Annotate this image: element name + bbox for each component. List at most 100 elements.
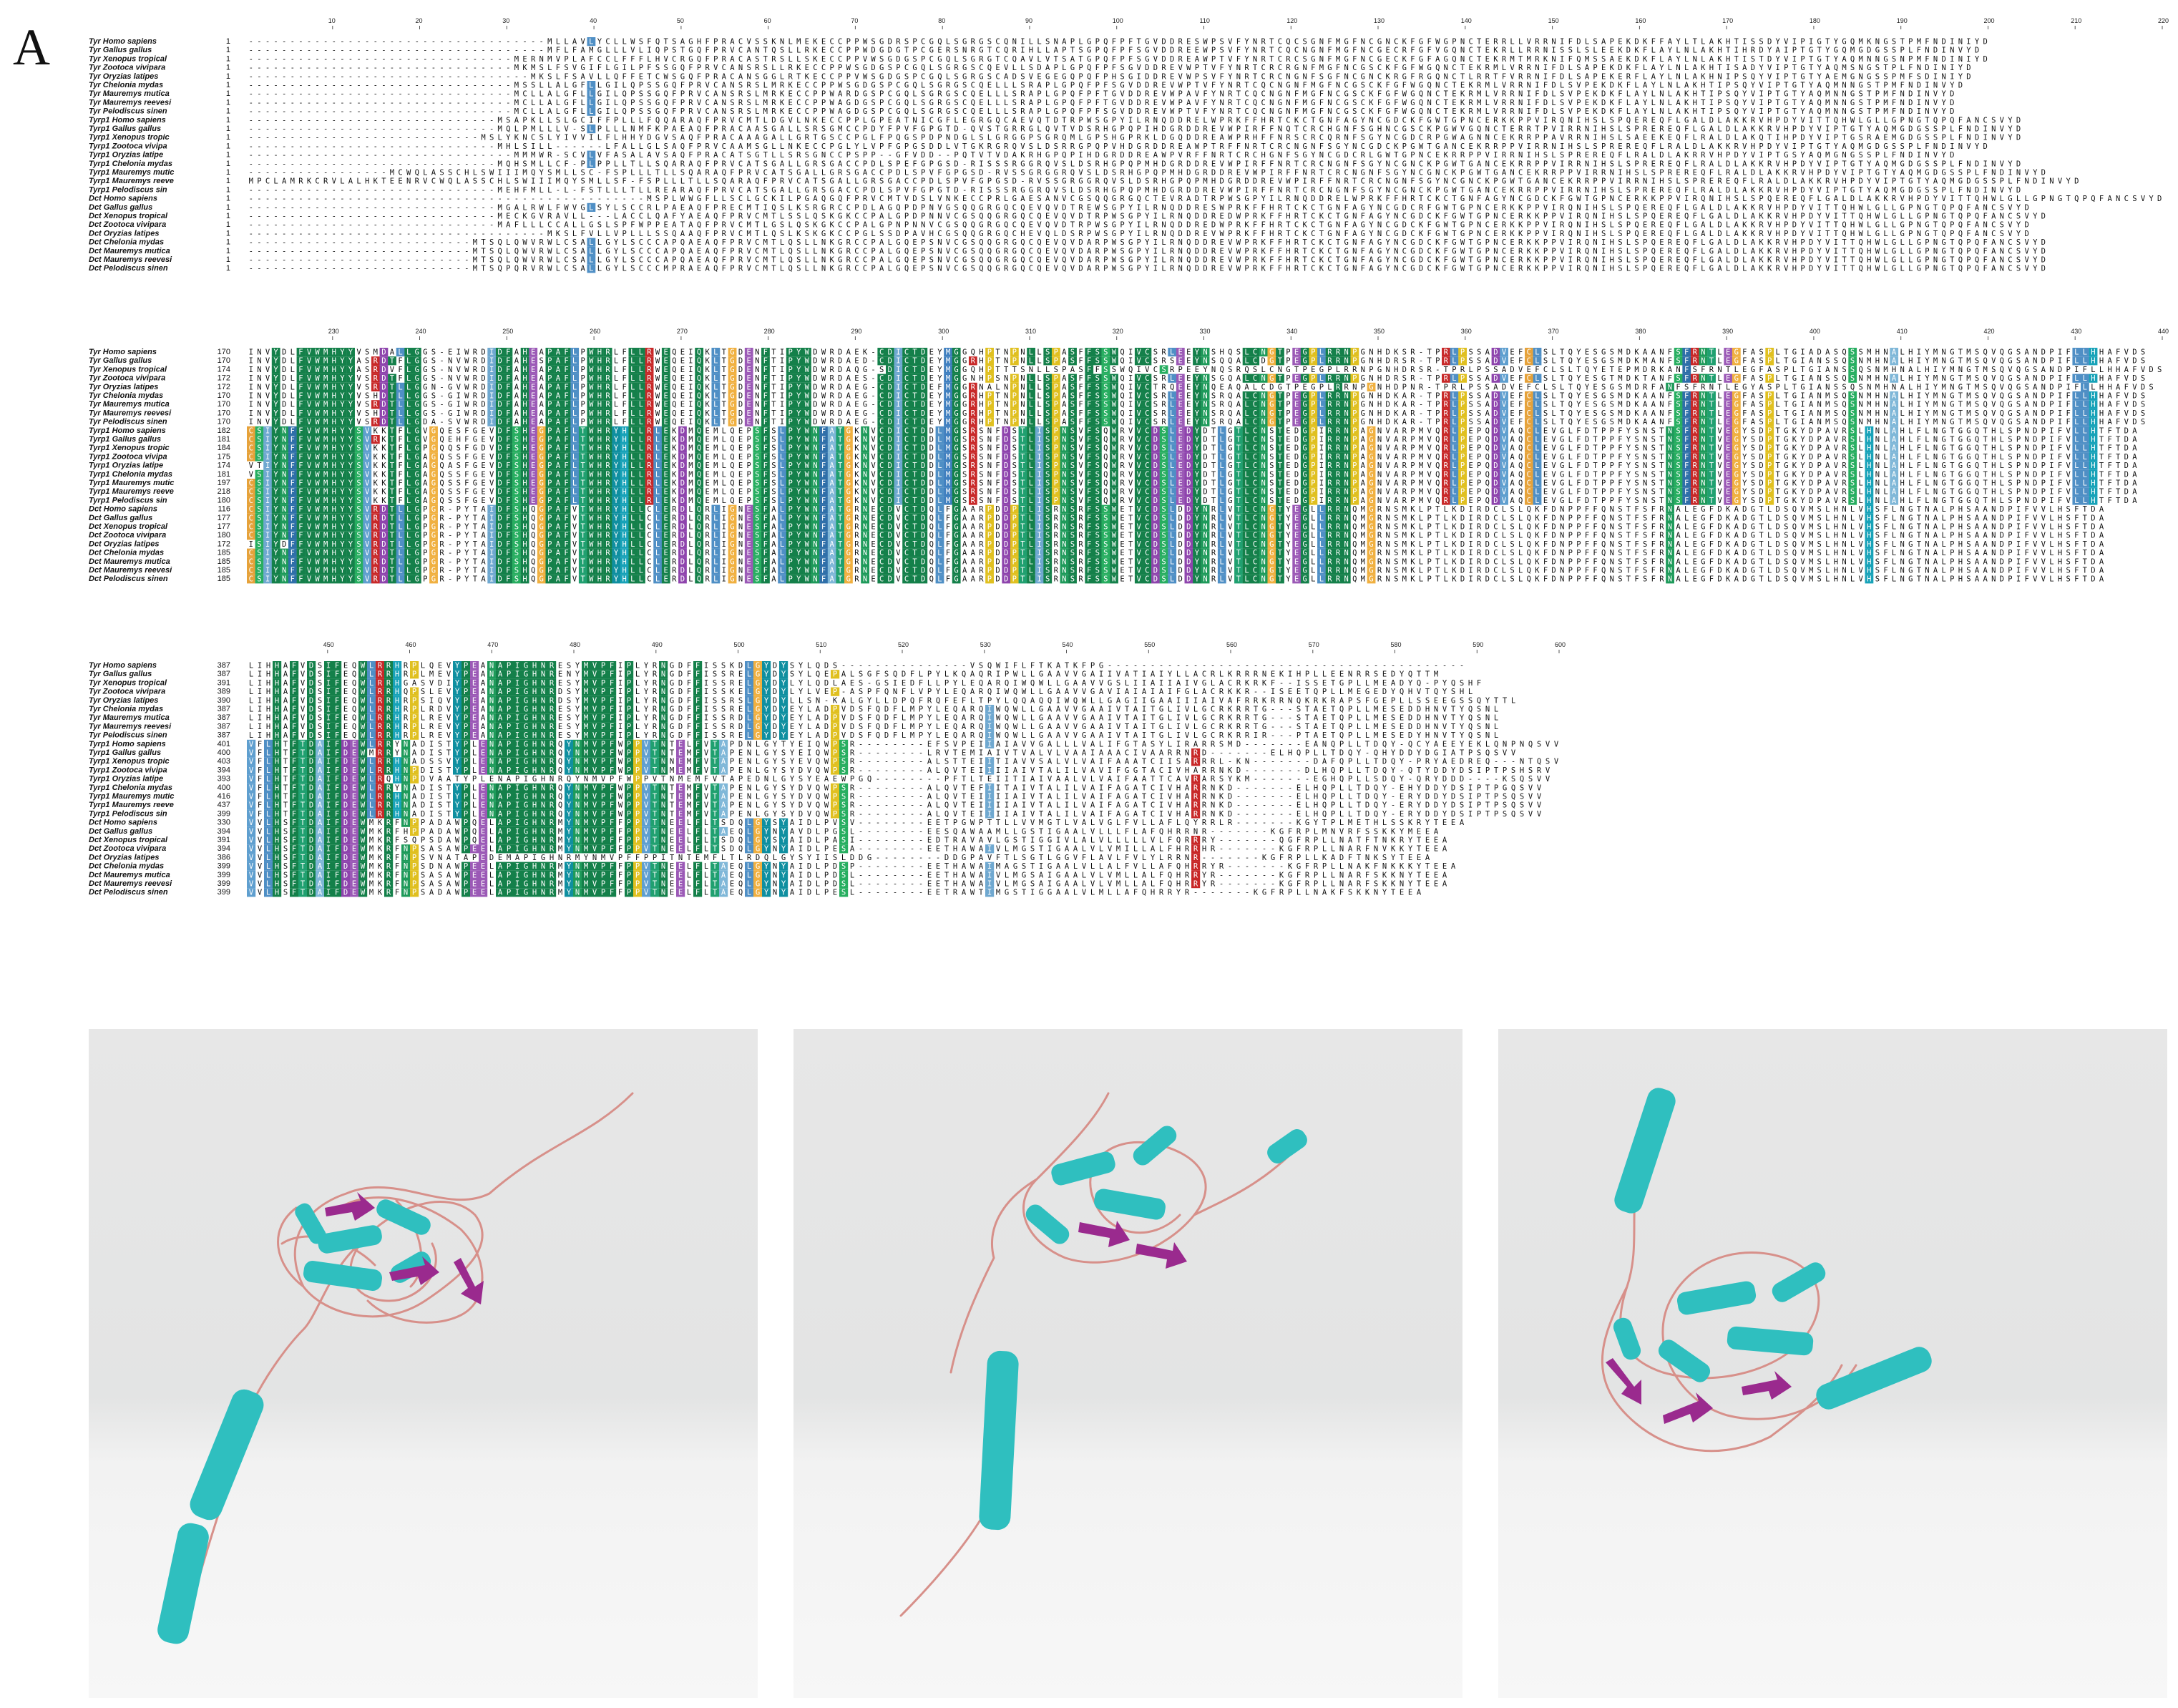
residue: R bbox=[1825, 177, 1830, 186]
residue: - bbox=[257, 230, 261, 238]
residue: K bbox=[1385, 64, 1390, 72]
residue: F bbox=[971, 177, 975, 186]
residue: P bbox=[713, 116, 718, 125]
residue: R bbox=[680, 186, 685, 195]
residue: L bbox=[780, 151, 784, 160]
residue: Q bbox=[1883, 160, 1888, 168]
residue: C bbox=[796, 107, 801, 116]
residue: G bbox=[829, 186, 834, 195]
residue: E bbox=[1186, 47, 1191, 55]
residue: L bbox=[788, 160, 792, 168]
residue: F bbox=[1278, 213, 1282, 221]
residue: R bbox=[1253, 142, 1258, 151]
residue: L bbox=[2000, 195, 2004, 203]
residue: - bbox=[307, 64, 311, 72]
residue: R bbox=[1734, 142, 1739, 151]
residue: M bbox=[1303, 99, 1307, 107]
residue: - bbox=[373, 90, 378, 99]
residue: R bbox=[738, 90, 743, 99]
residue: M bbox=[547, 230, 552, 238]
residue: S bbox=[1925, 160, 1929, 168]
residue: - bbox=[473, 72, 477, 81]
residue: I bbox=[1560, 125, 1564, 134]
residue: - bbox=[257, 238, 261, 247]
residue: Y bbox=[1377, 160, 1382, 168]
residue: F bbox=[1095, 107, 1100, 116]
residue: R bbox=[1062, 142, 1067, 151]
residue: G bbox=[506, 203, 510, 212]
residue: G bbox=[1867, 116, 1871, 125]
residue: - bbox=[448, 90, 452, 99]
residue: G bbox=[1817, 38, 1822, 47]
residue: - bbox=[365, 230, 369, 238]
residue: L bbox=[1626, 107, 1631, 116]
residue: H bbox=[1585, 116, 1589, 125]
residue: - bbox=[249, 90, 253, 99]
residue: S bbox=[1568, 47, 1573, 55]
residue: H bbox=[1020, 230, 1025, 238]
residue: A bbox=[1709, 55, 1714, 64]
residue: P bbox=[921, 134, 925, 142]
residue: N bbox=[929, 213, 934, 221]
residue: - bbox=[489, 230, 494, 238]
residue: S bbox=[664, 151, 668, 160]
residue: G bbox=[1112, 125, 1116, 134]
residue: H bbox=[1593, 230, 1597, 238]
residue: S bbox=[871, 90, 875, 99]
ruler-label: 70 bbox=[851, 17, 858, 24]
residue: V bbox=[2058, 177, 2063, 186]
residue: L bbox=[1734, 186, 1739, 195]
residue: G bbox=[755, 151, 759, 160]
residue: V bbox=[2024, 169, 2029, 177]
residue: P bbox=[1834, 186, 1838, 195]
residue: P bbox=[1095, 47, 1100, 55]
residue: G bbox=[1468, 125, 1473, 134]
residue: F bbox=[1892, 151, 1896, 160]
residue: - bbox=[415, 64, 419, 72]
species-name: Tyr Xenopus tropical bbox=[89, 54, 167, 63]
residue: K bbox=[813, 55, 818, 64]
residue: Q bbox=[697, 203, 701, 212]
residue: Q bbox=[688, 169, 693, 177]
residue: Q bbox=[1020, 221, 1025, 230]
residue: P bbox=[904, 221, 909, 230]
residue: K bbox=[1468, 82, 1473, 90]
residue: Q bbox=[1427, 82, 1431, 90]
residue: G bbox=[1917, 116, 1921, 125]
residue: L bbox=[1643, 72, 1647, 81]
residue: R bbox=[1693, 151, 1698, 160]
residue: F bbox=[1385, 82, 1390, 90]
residue: M bbox=[888, 195, 892, 203]
residue: N bbox=[912, 116, 917, 125]
residue: - bbox=[273, 213, 278, 221]
residue: L bbox=[995, 99, 1000, 107]
residue: M bbox=[1917, 169, 1921, 177]
residue: L bbox=[564, 186, 568, 195]
residue: M bbox=[1145, 186, 1149, 195]
residue: A bbox=[1991, 213, 1996, 221]
residue: R bbox=[1195, 203, 1200, 212]
ruler-label: 40 bbox=[590, 17, 597, 24]
residue: V bbox=[1767, 64, 1772, 72]
residue: G bbox=[1029, 125, 1033, 134]
residue: H bbox=[1568, 142, 1573, 151]
residue: G bbox=[796, 134, 801, 142]
residue: - bbox=[473, 64, 477, 72]
residue: P bbox=[622, 221, 627, 230]
residue: Y bbox=[1867, 177, 1872, 186]
residue: S bbox=[946, 160, 950, 168]
residue: T bbox=[1717, 64, 1722, 72]
residue: G bbox=[1352, 82, 1357, 90]
residue: Q bbox=[937, 72, 942, 81]
residue: A bbox=[514, 116, 519, 125]
residue: M bbox=[1319, 64, 1324, 72]
residue: L bbox=[1709, 221, 1714, 230]
residue: S bbox=[987, 186, 992, 195]
residue: S bbox=[1610, 116, 1614, 125]
residue: L bbox=[1054, 82, 1058, 90]
residue: S bbox=[805, 221, 809, 230]
residue: W bbox=[1859, 230, 1864, 238]
residue: - bbox=[439, 116, 444, 125]
residue: K bbox=[1643, 38, 1648, 47]
residue: W bbox=[871, 55, 876, 64]
